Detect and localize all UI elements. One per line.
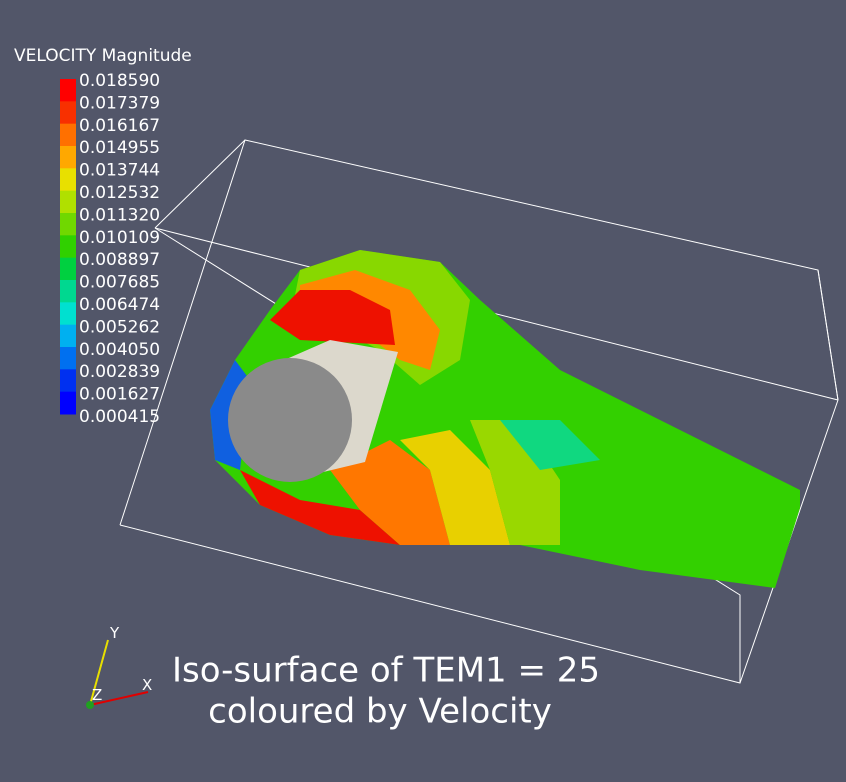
color-bin xyxy=(60,369,76,393)
color-bar-label: 0.007685 xyxy=(79,273,160,293)
color-bar-label: 0.012532 xyxy=(79,183,160,203)
color-bar-label: 0.004050 xyxy=(79,340,160,360)
color-bar-label: 0.013744 xyxy=(79,161,160,181)
color-bar-label: 0.002839 xyxy=(79,362,160,382)
color-bin xyxy=(60,190,76,214)
color-bar-label: 0.006474 xyxy=(79,295,160,315)
color-bin xyxy=(60,391,76,415)
color-bar-label: 0.011320 xyxy=(79,205,160,225)
color-bin xyxy=(60,324,76,348)
axis-z-label: Z xyxy=(92,686,102,704)
axis-x-label: X xyxy=(142,676,152,694)
color-bin xyxy=(60,123,76,147)
color-bin xyxy=(60,101,76,125)
color-bar-label: 0.000415 xyxy=(79,407,160,427)
caption-line: Iso-surface of TEM1 = 25 xyxy=(172,651,600,691)
iso-surface xyxy=(210,250,800,588)
color-bin xyxy=(60,235,76,259)
color-bin xyxy=(60,213,76,236)
color-bin xyxy=(60,168,76,192)
color-bin xyxy=(60,280,76,303)
axis-y-label: Y xyxy=(109,624,120,642)
color-bin xyxy=(60,302,76,326)
color-bar-label: 0.017379 xyxy=(79,93,160,113)
legend-title: VELOCITY Magnitude xyxy=(14,46,192,66)
color-bar-label: 0.008897 xyxy=(79,250,160,270)
caption-line: coloured by Velocity xyxy=(208,692,552,732)
color-bar-label: 0.018590 xyxy=(79,71,160,91)
color-bin xyxy=(60,146,76,169)
color-bin xyxy=(60,79,76,102)
color-bin xyxy=(60,257,76,281)
color-bar-label: 0.010109 xyxy=(79,228,160,248)
color-bin xyxy=(60,347,76,370)
color-bar-label: 0.001627 xyxy=(79,385,160,405)
color-bar-label: 0.016167 xyxy=(79,116,160,136)
orientation-axes: Y X Z xyxy=(86,624,152,709)
color-bar-label: 0.014955 xyxy=(79,138,160,158)
color-bar xyxy=(60,79,76,415)
cylinder xyxy=(228,340,398,482)
color-bar-label: 0.005262 xyxy=(79,317,160,337)
